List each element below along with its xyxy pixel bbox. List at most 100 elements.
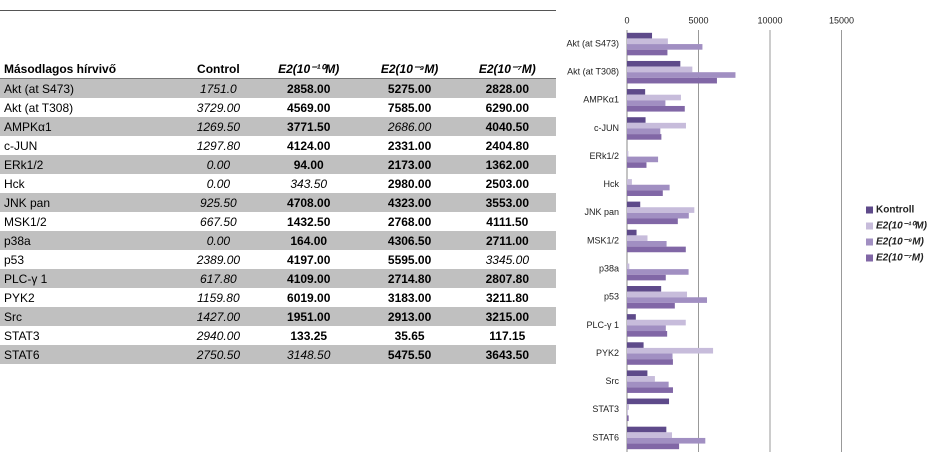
value-cell: 4708.00 — [256, 193, 361, 212]
value-cell: 343.50 — [290, 176, 328, 191]
value-cell: 3643.50 — [458, 345, 556, 364]
value-cell: 2389.00 — [196, 252, 241, 267]
bar — [627, 128, 661, 135]
value-cell: 164.00 — [256, 231, 361, 250]
bar — [627, 319, 686, 326]
header-cell: E2(10⁻⁹M) — [360, 59, 459, 79]
bar — [627, 117, 646, 123]
value-cell: 4323.00 — [360, 193, 459, 212]
value-cell: 0.00 — [206, 176, 231, 191]
bar — [627, 302, 675, 309]
bar — [627, 415, 629, 422]
value-cell: 2858.00 — [256, 78, 361, 98]
y-tick-label: JNK pan — [584, 207, 619, 217]
value-cell: 3215.00 — [458, 307, 556, 326]
name-cell: ERk1/2 — [0, 155, 180, 174]
y-tick-label: Akt (at S473) — [566, 38, 619, 48]
bar — [627, 60, 681, 67]
value-cell: 2173.00 — [360, 155, 459, 174]
bar — [627, 331, 668, 337]
legend-swatch — [866, 206, 873, 214]
bar — [627, 376, 655, 382]
bar — [627, 274, 666, 281]
value-cell: 7585.00 — [387, 100, 432, 115]
x-tick-label: 0 — [624, 15, 629, 25]
header-cell: E2(10⁻¹⁰M) — [256, 59, 361, 79]
value-cell: 4040.50 — [458, 117, 556, 136]
value-cell: 2980.00 — [387, 176, 432, 191]
bar — [627, 241, 667, 247]
bar — [627, 184, 670, 191]
value-cell: 0.00 — [179, 155, 257, 174]
value-cell: 925.50 — [179, 193, 257, 212]
value-cell: 2940.00 — [196, 328, 241, 343]
bar — [627, 353, 673, 360]
value-cell: 1362.00 — [458, 155, 556, 174]
y-tick-label: Hck — [604, 179, 620, 189]
bar — [627, 432, 673, 438]
y-tick-label: ERk1/2 — [589, 151, 619, 161]
name-cell: PLC-γ 1 — [0, 269, 180, 288]
value-cell: 6019.00 — [287, 290, 331, 305]
table-row: Akt (at S473) 1751.0 2858.00 5275.00 2828.00 — [0, 78, 556, 98]
bar — [627, 359, 673, 365]
value-cell: 1951.00 — [256, 307, 361, 326]
y-tick-label: p38a — [599, 264, 619, 274]
value-cell: 117.15 — [489, 328, 526, 343]
value-cell: 4124.00 — [287, 138, 331, 153]
table-row: p38a 0.00 164.00 4306.50 2711.00 — [0, 231, 556, 250]
name-cell: Src — [0, 307, 180, 326]
bar — [627, 150, 629, 157]
bar — [627, 201, 641, 208]
name-cell: STAT3 — [4, 328, 40, 343]
y-tick-label: Akt (at T308) — [567, 67, 619, 77]
y-tick-label: STAT3 — [592, 404, 619, 414]
legend-label: E2(10⁻¹⁰M) — [876, 221, 927, 232]
bar — [627, 246, 686, 253]
bar — [627, 387, 673, 393]
value-cell: 3148.50 — [256, 345, 361, 364]
value-cell: 133.25 — [290, 328, 328, 343]
value-cell: 1269.50 — [179, 117, 257, 136]
table-row: ERk1/2 0.00 94.00 2173.00 1362.00 — [0, 155, 556, 174]
value-cell: 1427.00 — [179, 307, 257, 326]
value-cell: 35.65 — [394, 328, 425, 343]
y-tick-label: Src — [606, 376, 620, 386]
value-cell: 4569.00 — [287, 100, 331, 115]
table-row: Akt (at T308) 3729.00 4569.00 7585.00 6290.0… — [0, 98, 556, 117]
bar — [627, 269, 689, 275]
y-tick-label: AMPKα1 — [583, 95, 619, 105]
bar — [627, 212, 689, 219]
value-cell: 3729.00 — [196, 100, 241, 115]
y-tick-label: PLC-γ 1 — [586, 320, 619, 330]
value-cell: 2331.00 — [387, 138, 432, 153]
value-cell: 4197.00 — [287, 252, 331, 267]
legend-label: E2(10⁻⁹M) — [876, 237, 925, 248]
bar — [627, 134, 662, 140]
bar — [627, 156, 659, 163]
bar — [627, 398, 670, 405]
table-row: PYK2 1159.80 6019.00 3183.00 3211.80 — [0, 288, 556, 307]
value-cell: 5595.00 — [387, 252, 432, 267]
table-row: AMPKα1 1269.50 3771.50 2686.00 4040.50 — [0, 117, 556, 136]
name-cell: p38a — [0, 231, 180, 250]
table-row: MSK1/2 667.50 1432.50 2768.00 4111.50 — [0, 212, 556, 231]
header-cell: Control — [179, 59, 257, 79]
x-tick-label: 10000 — [757, 15, 782, 25]
y-tick-label: p53 — [604, 292, 619, 302]
value-cell: 5475.50 — [360, 345, 459, 364]
table: Másodlagos hírvivő Control E2(10⁻¹⁰M) E2(10… — [0, 59, 556, 364]
value-cell: 0.00 — [179, 231, 257, 250]
table-row: c-JUN 1297.80 4124.00 2331.00 2404.80 — [0, 136, 556, 155]
value-cell: 2750.50 — [179, 345, 257, 364]
bar — [627, 218, 678, 225]
bar — [627, 72, 736, 78]
name-cell: PYK2 — [4, 290, 35, 305]
name-cell: MSK1/2 — [4, 214, 47, 229]
bar — [627, 89, 646, 95]
bar — [627, 235, 648, 241]
bar — [627, 49, 668, 56]
value-cell: 2686.00 — [360, 117, 459, 136]
legend-swatch — [866, 222, 873, 230]
bar — [627, 66, 693, 73]
